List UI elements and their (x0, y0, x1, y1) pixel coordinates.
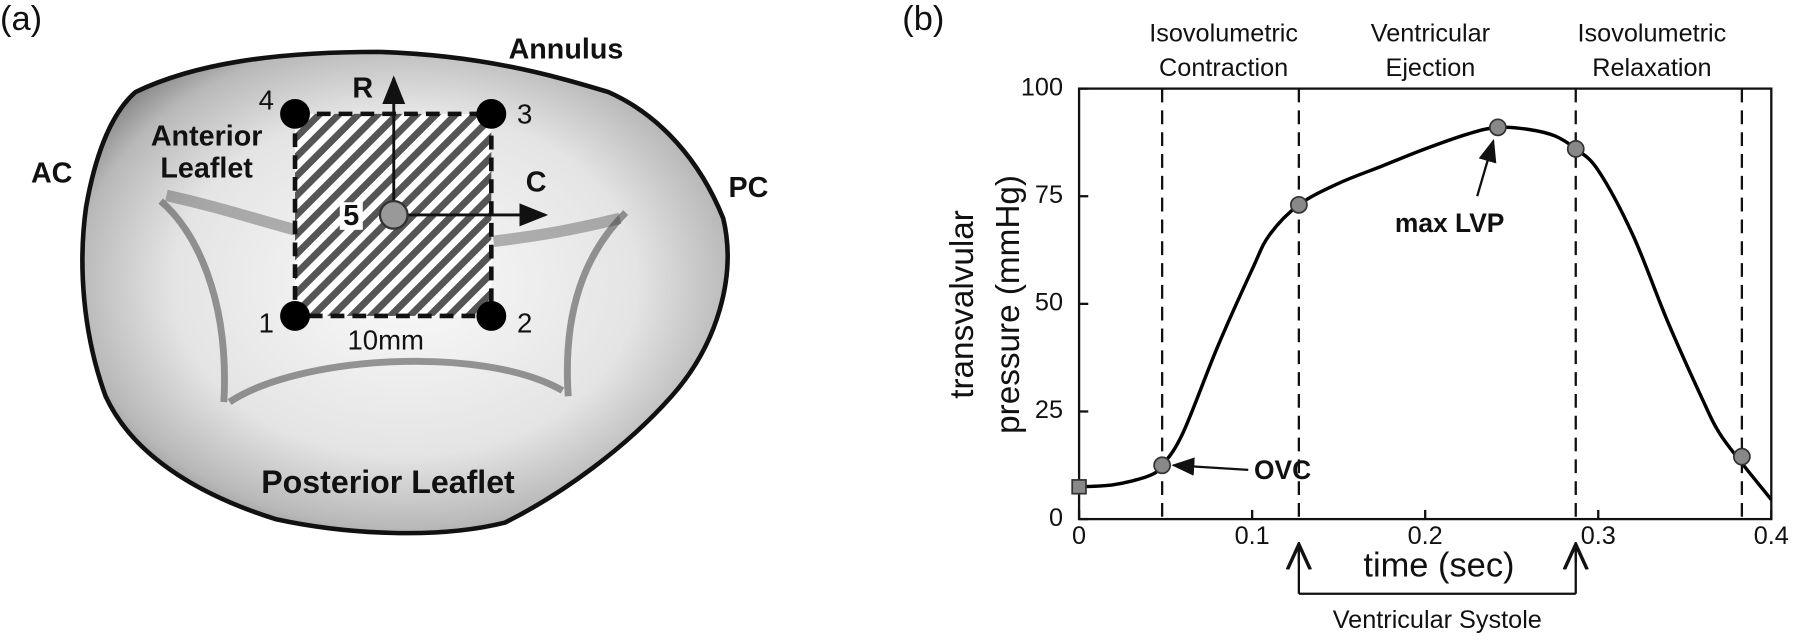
point-label: 5 (343, 200, 359, 232)
point (476, 300, 507, 331)
x-tick-label: 0.3 (1581, 522, 1616, 550)
leaflet-label: Leaflet (160, 153, 253, 185)
y-tick-label: 25 (1035, 396, 1063, 424)
annotation: max LVP (1395, 208, 1505, 238)
phase-label: Isovolumetric (1578, 19, 1727, 47)
y-axis-label: transvalvular (944, 210, 981, 399)
annotation-arrow (1476, 138, 1497, 197)
label-box (339, 202, 363, 230)
phase-label: Contraction (1159, 54, 1288, 82)
point (476, 98, 507, 129)
scale-label: 10mm (347, 325, 424, 356)
panel-label: (a) (0, 0, 42, 38)
y-tick-label: 50 (1035, 289, 1063, 317)
valve-panel: (a) Annulus AC PC Anterior Leaflet Poste… (0, 0, 769, 536)
pressure-curve (1078, 125, 1773, 501)
leaflet-fold (158, 198, 629, 405)
point (378, 199, 409, 230)
y-axis-label: pressure (mmHg) (990, 175, 1027, 434)
marker (1732, 447, 1751, 466)
marker (1071, 479, 1087, 495)
point (280, 300, 310, 331)
x-tick-label: 0 (1072, 522, 1086, 550)
point-label: 4 (259, 85, 274, 116)
axis-label: C (526, 166, 547, 198)
annotation: OVC (1254, 455, 1311, 485)
marker (1153, 456, 1172, 475)
systole-label: Ventricular Systole (1333, 606, 1542, 634)
phase-label: Ventricular (1371, 19, 1490, 47)
x-axis-label: time (sec) (1363, 546, 1514, 584)
x-tick-label: 0.4 (1754, 522, 1789, 550)
axis-label: R (352, 72, 373, 104)
phase-label: Isovolumetric (1149, 19, 1298, 47)
point (280, 98, 310, 129)
y-tick-label: 100 (1021, 73, 1063, 101)
y-tick-label: 75 (1035, 181, 1063, 209)
leaflet-label: Posterior Leaflet (261, 464, 515, 500)
y-tick-label: 0 (1049, 504, 1063, 532)
x-tick-label: 0.1 (1235, 522, 1270, 550)
panel-label: (b) (902, 0, 944, 38)
point-label: 2 (517, 307, 532, 338)
ac-label: AC (31, 157, 72, 189)
point-label: 1 (259, 307, 274, 338)
pc-label: PC (729, 172, 769, 204)
marker (1488, 118, 1507, 137)
marker (1566, 139, 1585, 158)
marker (1289, 195, 1308, 214)
commissure-shadow (165, 189, 622, 247)
annotation-arrow (1171, 457, 1249, 476)
phase-label: Ejection (1385, 54, 1475, 82)
leaflet-label: Anterior (151, 121, 263, 153)
phase-label: Relaxation (1592, 54, 1711, 82)
annulus-label: Annulus (509, 33, 624, 65)
point-label: 3 (517, 98, 532, 129)
x-tick-label: 0.2 (1408, 522, 1443, 550)
